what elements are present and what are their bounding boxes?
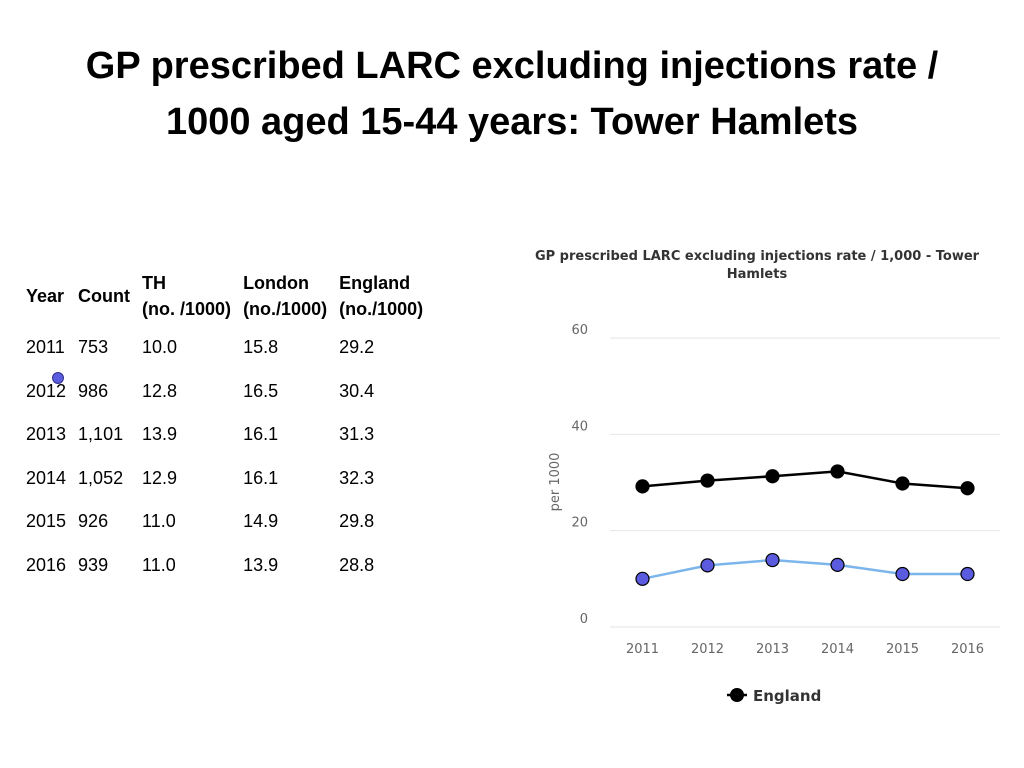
data-point-england — [830, 464, 845, 479]
y-axis-label: per 1000 — [548, 453, 563, 512]
chart-title-line-2: Hamlets — [727, 267, 788, 282]
header-year: Year — [26, 286, 65, 306]
table-header-row: Year Count TH (no. /1000) London (no./10… — [20, 266, 429, 326]
cell-count: 753 — [78, 337, 109, 358]
data-point-england — [635, 479, 650, 494]
grid — [610, 337, 1000, 628]
header-london: London (no./1000) — [237, 266, 333, 326]
legend: England — [727, 687, 821, 705]
header-london-line-1: London — [243, 273, 310, 293]
data-point-england — [765, 469, 780, 484]
chart-title-line-1: GP prescribed LARC excluding injections … — [535, 249, 980, 264]
y-tick-label: 60 — [571, 323, 588, 338]
stray-marker-dot — [52, 372, 64, 384]
x-tick-label: 2013 — [756, 642, 789, 657]
x-tick-label: 2015 — [886, 642, 919, 657]
table-row: 2016 939 11.0 13.9 28.8 — [20, 544, 429, 588]
cell-th: 12.8 — [142, 380, 178, 401]
slide-title: GP prescribed LARC excluding injections … — [40, 38, 984, 150]
cell-year: 2012 — [26, 380, 67, 401]
cell-london: 16.1 — [243, 424, 279, 445]
cell-count: 1,052 — [78, 467, 124, 488]
data-point-tower-hamlets — [830, 557, 845, 572]
header-th-line-2: (no. /1000) — [142, 299, 232, 319]
header-th: TH (no. /1000) — [136, 266, 237, 326]
x-tick-label: 2016 — [951, 642, 984, 657]
header-england-line-1: England — [339, 273, 411, 293]
cell-london: 14.9 — [243, 511, 279, 532]
data-point-tower-hamlets — [895, 566, 910, 582]
y-tick-label: 20 — [571, 516, 588, 531]
cell-london: 16.1 — [243, 467, 279, 488]
table-row: 2015 926 11.0 14.9 29.8 — [20, 500, 429, 544]
cell-th: 12.9 — [142, 467, 178, 488]
slide-title-line-2: 1000 aged 15-44 years: Tower Hamlets — [165, 101, 859, 143]
y-tick-label: 40 — [571, 419, 588, 434]
table-row: 2013 1,101 13.9 16.1 31.3 — [20, 413, 429, 457]
cell-th: 13.9 — [142, 424, 178, 445]
header-count: Count — [78, 286, 131, 306]
data-table: Year Count TH (no. /1000) London (no./10… — [20, 266, 429, 587]
slide-title-line-1: GP prescribed LARC excluding injections … — [85, 45, 939, 87]
cell-count: 939 — [78, 554, 109, 575]
cell-england: 32.3 — [339, 467, 375, 488]
data-point-england — [960, 481, 975, 496]
cell-year: 2015 — [26, 511, 67, 532]
series — [635, 464, 975, 586]
header-england: England (no./1000) — [333, 266, 429, 326]
x-tick-label: 2012 — [691, 642, 724, 657]
cell-count: 926 — [78, 511, 109, 532]
cell-england: 31.3 — [339, 424, 375, 445]
cell-year: 2016 — [26, 554, 67, 575]
cell-england: 29.2 — [339, 337, 375, 358]
header-london-line-2: (no./1000) — [243, 299, 328, 319]
table-row: 2011 753 10.0 15.8 29.2 — [20, 326, 429, 370]
x-tick-label: 2014 — [821, 642, 854, 657]
cell-count: 1,101 — [78, 424, 124, 445]
data-point-tower-hamlets — [765, 552, 780, 568]
data-point-tower-hamlets — [960, 566, 975, 582]
x-tick-label: 2011 — [626, 642, 659, 657]
cell-year: 2014 — [26, 467, 67, 488]
cell-england: 29.8 — [339, 511, 375, 532]
header-england-line-2: (no./1000) — [339, 299, 424, 319]
data-point-england — [700, 473, 715, 488]
series-line-england — [642, 470, 968, 490]
table-row: 2014 1,052 12.9 16.1 32.3 — [20, 457, 429, 501]
legend-marker-england — [730, 688, 744, 702]
cell-london: 15.8 — [243, 337, 279, 358]
cell-count: 986 — [78, 380, 109, 401]
cell-london: 13.9 — [243, 554, 279, 575]
header-th-line-1: TH — [142, 273, 167, 293]
legend-label-england[interactable]: England — [753, 687, 821, 705]
x-axis: 2011 2012 2013 2014 2015 2016 — [626, 642, 984, 657]
cell-england: 28.8 — [339, 554, 375, 575]
cell-england: 30.4 — [339, 380, 375, 401]
cell-th: 10.0 — [142, 337, 178, 358]
table-row: 2012 986 12.8 16.5 30.4 — [20, 370, 429, 414]
cell-th: 11.0 — [142, 554, 176, 575]
data-point-tower-hamlets — [635, 571, 650, 586]
y-axis: 0 20 40 60 — [571, 323, 588, 627]
y-tick-label: 0 — [580, 612, 588, 627]
series-line-tower-hamlets — [642, 558, 968, 581]
cell-year: 2013 — [26, 424, 67, 445]
cell-year: 2011 — [26, 337, 65, 358]
cell-th: 11.0 — [142, 511, 176, 532]
line-chart: GP prescribed LARC excluding injections … — [535, 249, 1000, 705]
data-point-tower-hamlets — [700, 558, 715, 573]
cell-london: 16.5 — [243, 380, 279, 401]
data-point-england — [895, 476, 910, 491]
